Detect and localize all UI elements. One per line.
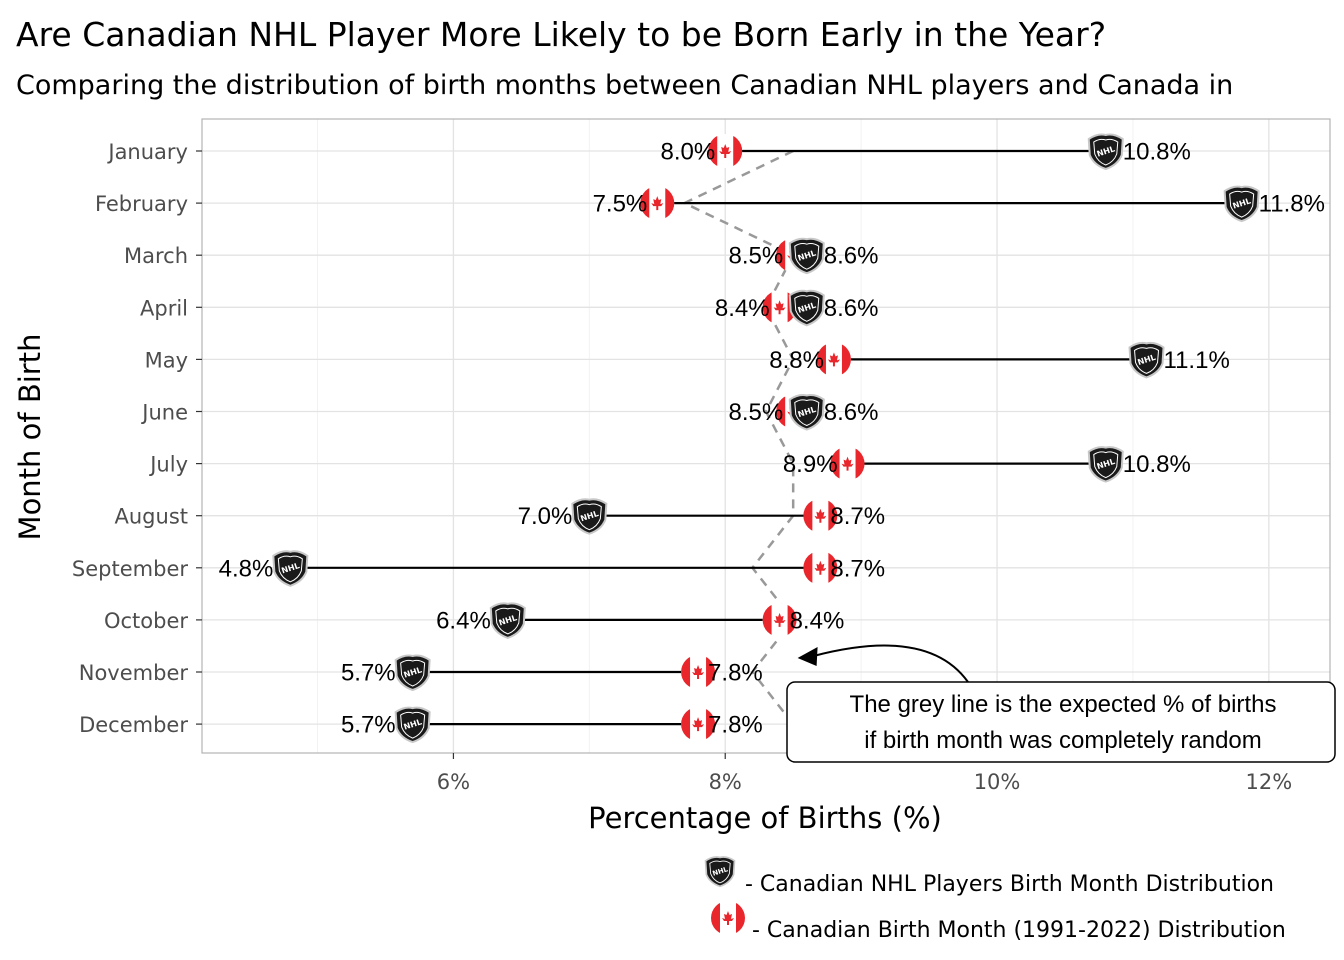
canada-flag-icon (640, 186, 675, 221)
data-label-canada: 8.4% (715, 295, 770, 322)
nhl-shield-icon: NHL (788, 289, 825, 327)
canada-flag-icon (803, 550, 838, 585)
y-tick-label: January (106, 140, 188, 164)
nhl-shield-icon: NHL (788, 394, 825, 431)
nhl-shield-icon: NHL (1223, 185, 1260, 223)
y-tick-label: October (104, 609, 188, 633)
annotation-line-1: The grey line is the expected % of birth… (850, 691, 1277, 718)
x-tick-label: 8% (709, 770, 742, 794)
legend-nhl-icon: NHL (704, 856, 736, 888)
data-labels: 10.8% 8.0% 11.8% 7.5% 8.6% 8.5% 8.6% 8.4% 11.1% 8… (219, 139, 1325, 739)
nhl-shield-icon: NHL (272, 550, 309, 587)
data-label-nhl: 10.8% (1123, 451, 1191, 478)
nhl-shield-icon: NHL (489, 602, 526, 639)
canada-flag-icon (708, 134, 743, 168)
data-label-nhl: 5.7% (341, 712, 396, 739)
data-label-canada: 8.5% (728, 399, 783, 426)
y-axis-title: Month of Birth (13, 334, 47, 541)
data-label-canada: 8.4% (790, 607, 845, 634)
y-tick-label: July (148, 453, 188, 477)
nhl-shield-icon: NHL (394, 706, 431, 744)
nhl-shield-icon: NHL (571, 498, 608, 535)
markers: NHL NHL NHL NHL NHL NHL NHL NHL NHL NHL NHL NHL (272, 133, 1260, 744)
plot-panel-border (201, 118, 1331, 754)
grid (202, 119, 1330, 753)
legend-label-canada: - Canadian Birth Month (1991-2022) Distr… (752, 918, 1286, 943)
data-label-canada: 8.5% (728, 243, 783, 270)
y-tick-label: November (79, 661, 189, 685)
data-label-nhl: 7.0% (518, 503, 573, 530)
y-tick-label: August (115, 505, 189, 529)
data-label-canada: 7.8% (708, 712, 763, 739)
annotation-box (786, 681, 1336, 763)
expected-dashed-polyline (681, 149, 795, 725)
annotation-line-2: if birth month was completely random (864, 727, 1262, 754)
legend-canada-icon (711, 901, 745, 935)
canada-flag-icon (681, 655, 716, 689)
x-tick-label: 6% (437, 770, 470, 794)
data-label-canada: 8.7% (830, 503, 885, 530)
data-label-nhl: 8.6% (824, 295, 879, 322)
expected-line (681, 149, 795, 725)
annotation-arrow (813, 644, 969, 683)
data-label-canada: 7.8% (708, 660, 763, 687)
y-tick-label: September (72, 557, 188, 581)
data-label-nhl: 8.6% (824, 399, 879, 426)
y-tick-label: May (145, 348, 188, 372)
y-tick-label: December (79, 713, 188, 737)
canada-flag-icon (711, 901, 745, 935)
data-label-canada: 7.5% (593, 191, 648, 218)
legend: NHL - Canadian NHL Players Birth Month D… (704, 856, 1286, 943)
legend-label-nhl: - Canadian NHL Players Birth Month Distr… (745, 872, 1274, 897)
nhl-shield-icon: NHL (1128, 341, 1165, 379)
nhl-shield-icon: NHL (704, 856, 736, 888)
nhl-shield-icon: NHL (788, 237, 825, 275)
canada-flag-icon (681, 707, 716, 742)
canada-flag-icon (830, 446, 865, 481)
data-label-canada: 8.8% (769, 347, 824, 374)
data-label-nhl: 10.8% (1123, 139, 1191, 166)
data-label-nhl: 6.4% (436, 607, 491, 634)
canada-flag-icon (803, 498, 838, 533)
canada-flag-icon (762, 602, 797, 637)
annotation-arrowhead (797, 647, 818, 666)
y-tick-label: February (95, 192, 188, 216)
y-axis-ticks: January February March April May June July Augu… (72, 140, 202, 737)
y-tick-label: March (124, 244, 188, 268)
annotation: The grey line is the expected % of birth… (786, 644, 1336, 763)
nhl-shield-icon: NHL (1087, 133, 1124, 171)
x-axis-ticks: 6% 8% 10% 12% (437, 753, 1292, 794)
y-tick-label: April (140, 296, 188, 320)
chart-subtitle: Comparing the distribution of birth mont… (16, 70, 1233, 101)
dumbbell-segments (290, 149, 1242, 726)
x-tick-label: 10% (974, 770, 1021, 794)
nhl-shield-icon: NHL (1087, 446, 1124, 483)
data-label-nhl: 11.1% (1164, 347, 1230, 374)
canada-flag-icon (816, 342, 851, 377)
data-label-canada: 8.0% (661, 139, 716, 166)
data-label-nhl: 4.8% (219, 555, 274, 582)
data-label-canada: 8.7% (830, 555, 885, 582)
data-label-nhl: 8.6% (824, 243, 879, 270)
x-tick-label: 12% (1245, 770, 1292, 794)
data-label-nhl: 5.7% (341, 660, 396, 687)
data-label-nhl: 11.8% (1259, 191, 1325, 218)
y-tick-label: June (140, 401, 188, 425)
x-axis-title: Percentage of Births (%) (588, 801, 942, 835)
nhl-shield-icon: NHL (394, 654, 431, 692)
data-label-canada: 8.9% (783, 451, 838, 478)
chart-title: Are Canadian NHL Player More Likely to b… (16, 15, 1106, 54)
